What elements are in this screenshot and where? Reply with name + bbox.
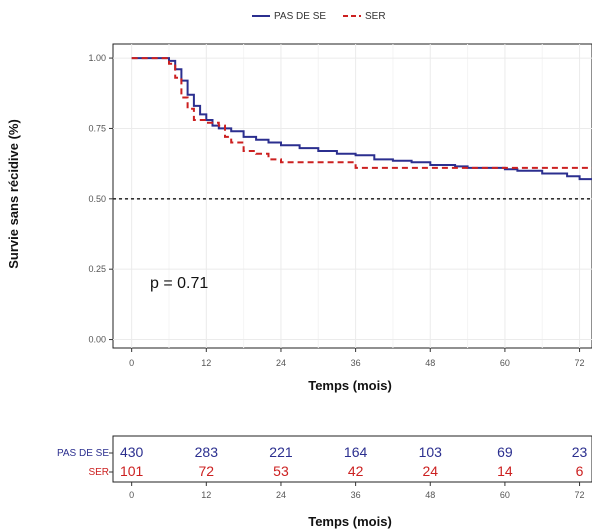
risk-count: 69 [497,444,513,460]
legend: PAS DE SE SER [252,11,386,22]
risk-x-tick-label: 48 [425,490,435,500]
risk-count: 430 [120,444,144,460]
risk-count: 164 [344,444,368,460]
risk-x-tick-label: 0 [129,490,134,500]
risk-count: 53 [273,463,289,479]
x-tick-label: 48 [425,358,435,368]
risk-count: 24 [422,463,438,479]
grid [113,44,592,348]
risk-count: 103 [419,444,443,460]
y-tick-label: 0.25 [88,264,106,274]
x-tick-label: 0 [129,358,134,368]
risk-count: 23 [572,444,588,460]
x-tick-label: 12 [201,358,211,368]
risk-count: 283 [195,444,219,460]
risk-count: 42 [348,463,364,479]
y-axis-ticks: 0.00 0.25 0.50 0.75 1.00 [88,53,113,345]
x-tick-label: 72 [575,358,585,368]
risk-table-x-ticks: 0 12 24 36 48 60 72 [129,482,585,500]
risk-x-tick-label: 72 [575,490,585,500]
p-value-annotation: p = 0.71 [150,275,208,292]
risk-count: 6 [576,463,584,479]
risk-table-x-axis-title: Temps (mois) [308,514,392,529]
risk-table: PAS DE SE 430 283 221 164 103 69 23 SER 101 72 53 42… [57,435,592,500]
risk-count: 72 [199,463,215,479]
risk-table-rows: PAS DE SE 430 283 221 164 103 69 23 SER 101 72 53 42… [57,444,588,479]
y-tick-label: 0.00 [88,335,106,345]
y-tick-label: 1.00 [88,53,106,63]
y-tick-label: 0.50 [88,194,106,204]
risk-row-label: SER [88,467,109,478]
curves [131,57,592,181]
risk-x-tick-label: 60 [500,490,510,500]
plot-panel [112,43,592,349]
x-tick-label: 36 [351,358,361,368]
risk-table-panel [112,435,592,483]
risk-x-tick-label: 12 [201,490,211,500]
plot-area: 0.00 0.25 0.50 0.75 1.00 0 12 24 36 48 60 72 [88,43,592,368]
x-axis-title: Temps (mois) [308,378,392,393]
risk-x-tick-label: 24 [276,490,286,500]
risk-count: 14 [497,463,513,479]
risk-count: 221 [269,444,293,460]
legend-label-ser: SER [365,11,386,22]
legend-label-pas-de-se: PAS DE SE [274,11,326,22]
x-axis-ticks: 0 12 24 36 48 60 72 [129,348,585,368]
y-tick-label: 0.75 [88,123,106,133]
x-tick-label: 60 [500,358,510,368]
risk-count: 101 [120,463,144,479]
y-axis-title: Survie sans récidive (%) [6,119,21,269]
risk-row-label: PAS DE SE [57,448,109,459]
risk-x-tick-label: 36 [351,490,361,500]
x-tick-label: 24 [276,358,286,368]
survival-curve-ser [131,57,592,169]
